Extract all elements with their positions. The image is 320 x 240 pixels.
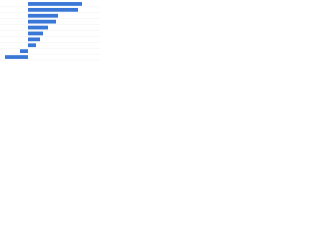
bar xyxy=(28,25,48,30)
bar xyxy=(28,19,56,24)
bar xyxy=(5,55,28,59)
bar xyxy=(20,49,28,54)
bar xyxy=(28,2,82,6)
bar xyxy=(28,7,78,12)
page: {"chart_data": {"type": "bar", "orientat… xyxy=(0,0,100,71)
bar xyxy=(28,31,43,36)
bar xyxy=(28,37,40,42)
bar xyxy=(28,13,58,18)
bar xyxy=(28,43,36,48)
chart xyxy=(0,2,100,61)
